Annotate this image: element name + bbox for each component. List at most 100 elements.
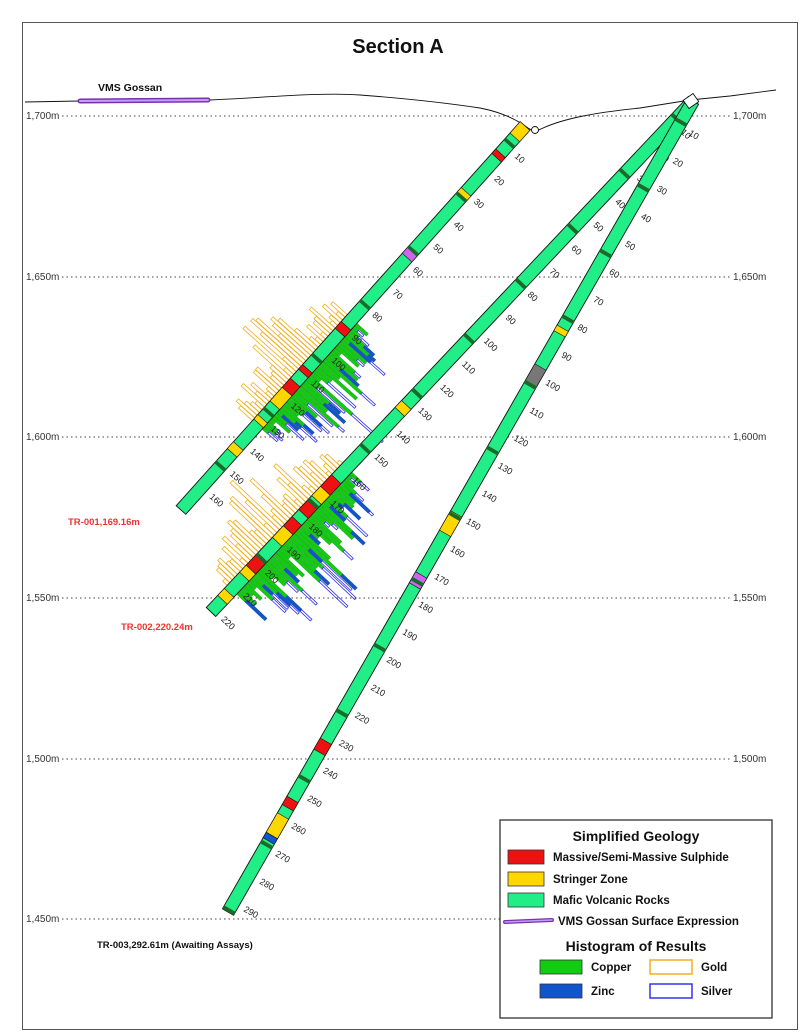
depth-label: 90 [504,313,518,327]
lithology-unit-massive [491,148,506,163]
histogram-bar-zinc [348,492,371,514]
elev-label-left: 1,550m [26,593,59,604]
histogram-bar-gold [281,502,296,517]
histogram-bar-gold [277,332,309,362]
lithology-unit-stringer [269,386,293,411]
histogram-bar-zinc [304,410,323,428]
histogram-bar-zinc [350,530,366,546]
histogram-bar-silver [342,549,354,561]
lithology-unit-zinc [262,831,278,845]
depth-label: 140 [394,429,412,447]
elev-label-right: 1,650m [733,272,766,283]
contact-tick [523,379,537,390]
gossan-label: VMS Gossan [98,82,162,94]
contact-tick [358,299,371,311]
histogram-bar-zinc [348,342,372,364]
histogram-bar-gold [282,493,302,511]
legend-label-silver: Silver [701,986,733,998]
lithology-unit-stringer [226,441,244,458]
histogram-bar-silver [337,425,346,433]
histogram-bar-silver [357,335,370,347]
histogram-bar-gold [225,560,241,575]
elev-label-left: 1,600m [26,432,59,443]
legend: Simplified Geology Massive/Semi-Massive … [499,819,773,1019]
histogram-bar-silver [299,426,318,443]
histogram-bar-gold [248,529,267,547]
histogram-bar-gold [228,500,273,542]
depth-label: 90 [560,350,574,364]
depth-label: 170 [433,571,451,587]
elev-label-left: 1,650m [26,272,59,283]
depth-label: 60 [569,243,583,257]
histogram-bar-zinc [284,595,303,613]
histogram-bar-gold [281,356,300,373]
histogram-bar-zinc [302,423,315,436]
depth-label: 60 [411,265,425,279]
histogram-bar-silver [345,515,369,538]
lithology-unit-massive [313,737,332,757]
legend-swatch-mafic [507,892,545,908]
histogram-bar-silver [321,566,357,601]
histogram-bar-zinc [366,353,377,363]
contact-tick [455,191,468,203]
collar-marker-tr002-tr003 [682,92,700,110]
histogram-bar-silver [299,609,313,622]
histogram-bar-gold [226,519,262,553]
depth-label: 290 [242,904,260,920]
histogram-bar-gold [309,471,325,486]
hole-label-tr003: TR-003,292.61m (Awaiting Assays) [97,940,253,951]
histogram-bar-zinc [340,573,358,591]
histogram-bar-silver [288,604,300,615]
legend-label-gossan: VMS Gossan Surface Expression [558,916,739,928]
histogram-bar-silver [320,560,353,592]
contact-tick [566,222,579,235]
legend-histogram-title: Histogram of Results [566,938,707,954]
histogram-bar-zinc [337,502,345,510]
histogram-bar-silver [300,589,318,606]
legend-label-copper: Copper [591,962,632,974]
legend-label-stringer: Stringer Zone [553,874,628,886]
depth-label: 40 [613,197,627,211]
depth-label: 110 [528,405,545,421]
elev-label-left: 1,700m [26,111,59,122]
depth-label: 240 [321,765,339,781]
contact-tick [462,332,475,345]
histogram-bar-gold [319,453,338,472]
lithology-unit-stringer [239,564,257,582]
histogram-bar-silver [349,477,359,487]
depth-label: 50 [591,220,605,234]
depth-label: 40 [639,211,653,225]
histogram-bar-zinc [294,421,303,430]
histogram-bar-zinc [327,402,342,415]
contact-tick [310,352,323,365]
histogram-bar-silver [276,429,282,435]
gossan-highlight [79,99,209,102]
contact-tick [335,708,349,719]
histogram-bar-gold [243,400,261,416]
lithology-unit-stringer [394,400,412,417]
legend-swatch-silver [649,983,693,999]
histogram-bar-gold [312,319,331,337]
depth-label: 70 [391,287,405,301]
lithology-unit-stringer [456,187,472,202]
depth-label: 120 [512,433,530,449]
histogram-bar-gold [237,405,256,422]
contact-tick [448,511,462,522]
legend-label-zinc: Zinc [591,986,615,998]
contact-tick [262,406,275,418]
histogram-bar-zinc [307,548,324,564]
elev-label-right: 1,600m [733,432,766,443]
contact-tick [486,445,500,456]
histogram-bar-silver [285,422,305,441]
contact-tick [255,552,268,565]
depth-label: 220 [353,710,371,726]
histogram-bar-silver [274,432,284,442]
legend-label-gold: Gold [701,962,727,974]
histogram-bar-gold [324,453,341,470]
histogram-bar-zinc [338,368,360,388]
contact-tick [407,245,420,257]
depth-label: 200 [385,655,403,671]
legend-swatch-zinc [539,983,583,999]
contact-tick [214,460,227,472]
